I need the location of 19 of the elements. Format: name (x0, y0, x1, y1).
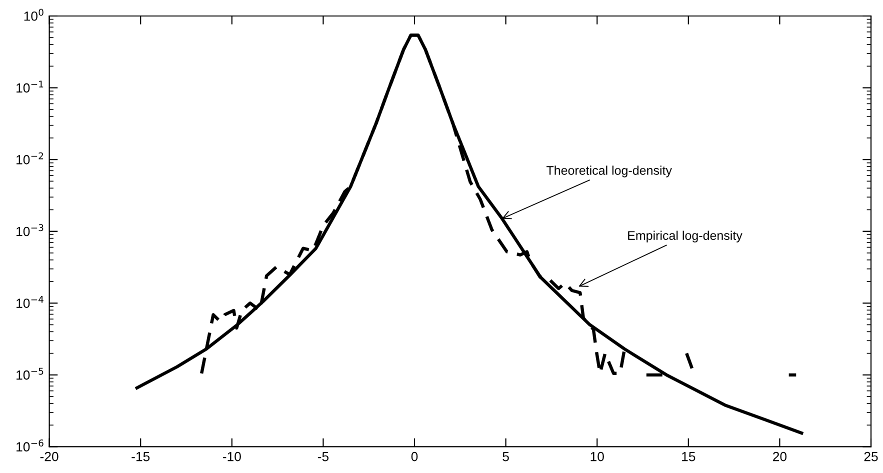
y-tick-label: 10$^{−6}$ (16, 439, 44, 452)
x-tick-label: -10 (222, 452, 241, 462)
y-tick-label: 10$^{−4}$ (16, 296, 44, 308)
y-tick-label: 10$^{0}$ (24, 8, 44, 21)
y-tick-label: 10$^{−5}$ (16, 368, 44, 380)
x-tick-label: 10 (590, 452, 604, 462)
y-tick-label: 10$^{−3}$ (16, 224, 44, 236)
y-tick-label: 10$^{−1}$ (16, 80, 44, 93)
annotation: Empirical log-density (628, 230, 742, 242)
x-tick-label: -20 (40, 452, 58, 462)
x-tick-label: -5 (318, 452, 329, 462)
x-tick-label: 15 (682, 452, 696, 462)
x-tick-label: 5 (502, 452, 509, 462)
annotation: Theoretical log-density (546, 166, 672, 178)
x-tick-label: 20 (773, 452, 787, 462)
x-tick-label: 25 (864, 452, 878, 462)
x-tick-label: -15 (132, 452, 150, 462)
y-tick-label: 10$^{−2}$ (16, 152, 44, 164)
x-tick-label: 0 (411, 452, 418, 462)
